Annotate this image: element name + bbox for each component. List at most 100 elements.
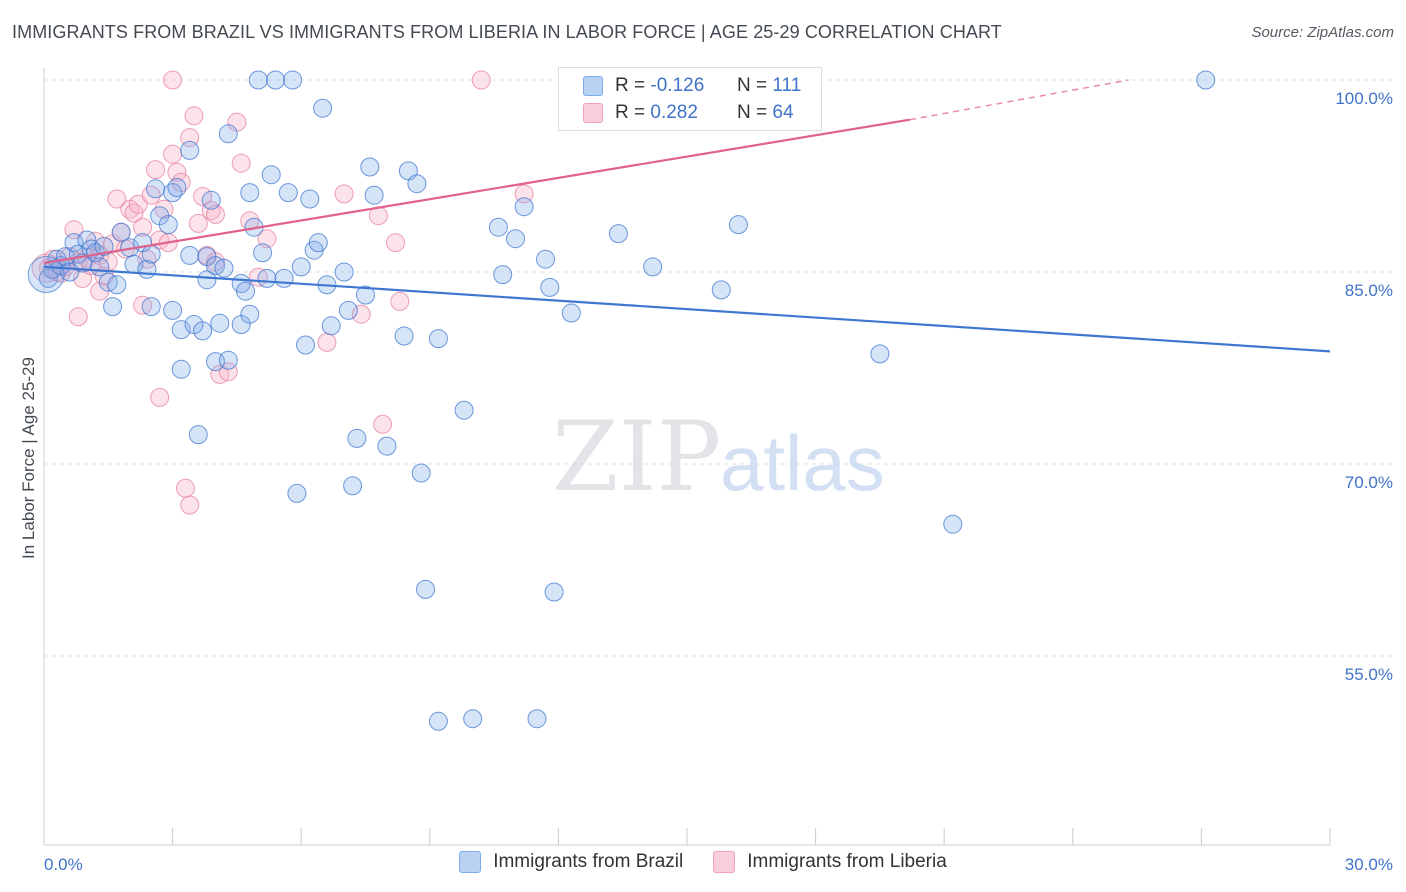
brazil-point [141,297,161,317]
liberia-point [176,478,195,498]
legend-row-liberia: R = 0.282 N = 64 [583,101,794,125]
correlation-legend: R = -0.126 N = 111 R = 0.282 N = 64 [558,67,822,131]
brazil-point [201,190,221,210]
brazil-point [193,321,213,341]
brazil-trend-line [43,265,1331,353]
series-label-liberia: Immigrants from Liberia [747,851,947,872]
liberia-point [150,387,170,407]
brazil-point [188,425,208,445]
brazil-point [218,350,238,370]
brazil-point [643,257,663,277]
brazil-point [158,215,178,235]
brazil-point [171,320,191,340]
y-tick-label: 85.0% [1345,281,1393,300]
brazil-point [943,514,963,534]
brazil-point [274,268,294,288]
brazil-point [407,174,427,194]
liberia-point [163,144,183,164]
liberia-point [68,307,88,327]
legend-r-label: R = [615,102,646,123]
brazil-point [428,711,448,731]
liberia-point [334,184,354,204]
brazil-point [253,243,273,263]
liberia-point [206,204,225,224]
brazil-point [163,300,183,320]
brazil-point [296,335,315,355]
liberia-point [257,229,277,249]
brazil-point [347,428,367,448]
watermark-atlas: atlas [720,419,885,507]
x-tick-label-max: 30.0% [1345,855,1393,874]
brazil-point [428,329,448,349]
brazil-point [167,178,187,197]
legend-n-value-liberia: 64 [772,102,794,123]
brazil-point [38,268,58,288]
brazil-point [94,236,114,256]
liberia-point [180,495,200,515]
brazil-point [377,436,397,456]
brazil-point [1196,70,1216,90]
brazil-point [103,297,123,317]
liberia-point [107,189,127,209]
brazil-point [321,316,341,336]
brazil-point [180,140,200,160]
brazil-point [527,709,547,729]
legend-r-label: R = [615,75,646,96]
liberia-point [124,203,144,223]
brazil-point [728,215,748,235]
legend-row-brazil: R = -0.126 N = 111 [583,74,801,98]
brazil-point [493,265,513,285]
brazil-point [111,222,131,242]
brazil-point [218,124,238,144]
brazil-point [107,275,127,295]
series-legend-brazil[interactable]: Immigrants from Brazil [459,851,683,873]
y-tick-label: 100.0% [1335,89,1393,108]
brazil-point [240,304,260,324]
brazil-point [540,277,560,297]
liberia-point [231,153,251,173]
brazil-point [300,189,320,209]
brazil-point [343,476,363,496]
brazil-cluster-point [27,256,65,294]
liberia-point [351,304,371,324]
brazil-point [257,268,277,288]
brazil-point [180,245,200,265]
x-tick-label-min: 0.0% [44,855,83,874]
liberia-point [218,362,238,382]
liberia-point [146,160,165,180]
legend-r-value-brazil: -0.126 [650,75,705,96]
brazil-point [463,709,483,729]
series-legend: Immigrants from Brazil Immigrants from L… [0,851,1406,873]
brazil-point [536,249,555,269]
series-legend-liberia[interactable]: Immigrants from Liberia [713,851,947,873]
brazil-point [287,483,307,503]
trend-lines [43,79,1331,353]
series-brazil-points [27,70,1216,731]
legend-n-label: N = [737,75,768,96]
brazil-point [711,280,731,300]
brazil-point [236,281,255,301]
legend-n-label: N = [737,102,768,123]
brazil-point [416,579,435,599]
liberia-point [373,414,393,434]
brazil-point [544,582,564,602]
brazil-point [338,300,358,320]
x-ticks [43,828,1331,845]
liberia-point [317,332,337,352]
legend-n-value-brazil: 111 [772,75,802,96]
y-tick-label: 70.0% [1345,473,1393,492]
brazil-point [308,233,328,253]
brazil-point [171,359,191,379]
liberia-trend-extension [909,79,1129,121]
brazil-point [261,165,281,185]
brazil-point [146,179,165,199]
liberia-point [128,194,148,214]
brazil-point [506,229,525,249]
brazil-point [356,285,375,305]
liberia-point [163,70,183,90]
y-tick-labels: 100.0% 85.0% 70.0% 55.0% [1335,89,1393,684]
brazil-point [141,244,161,264]
brazil-point [214,258,234,278]
brazil-point [266,70,285,90]
